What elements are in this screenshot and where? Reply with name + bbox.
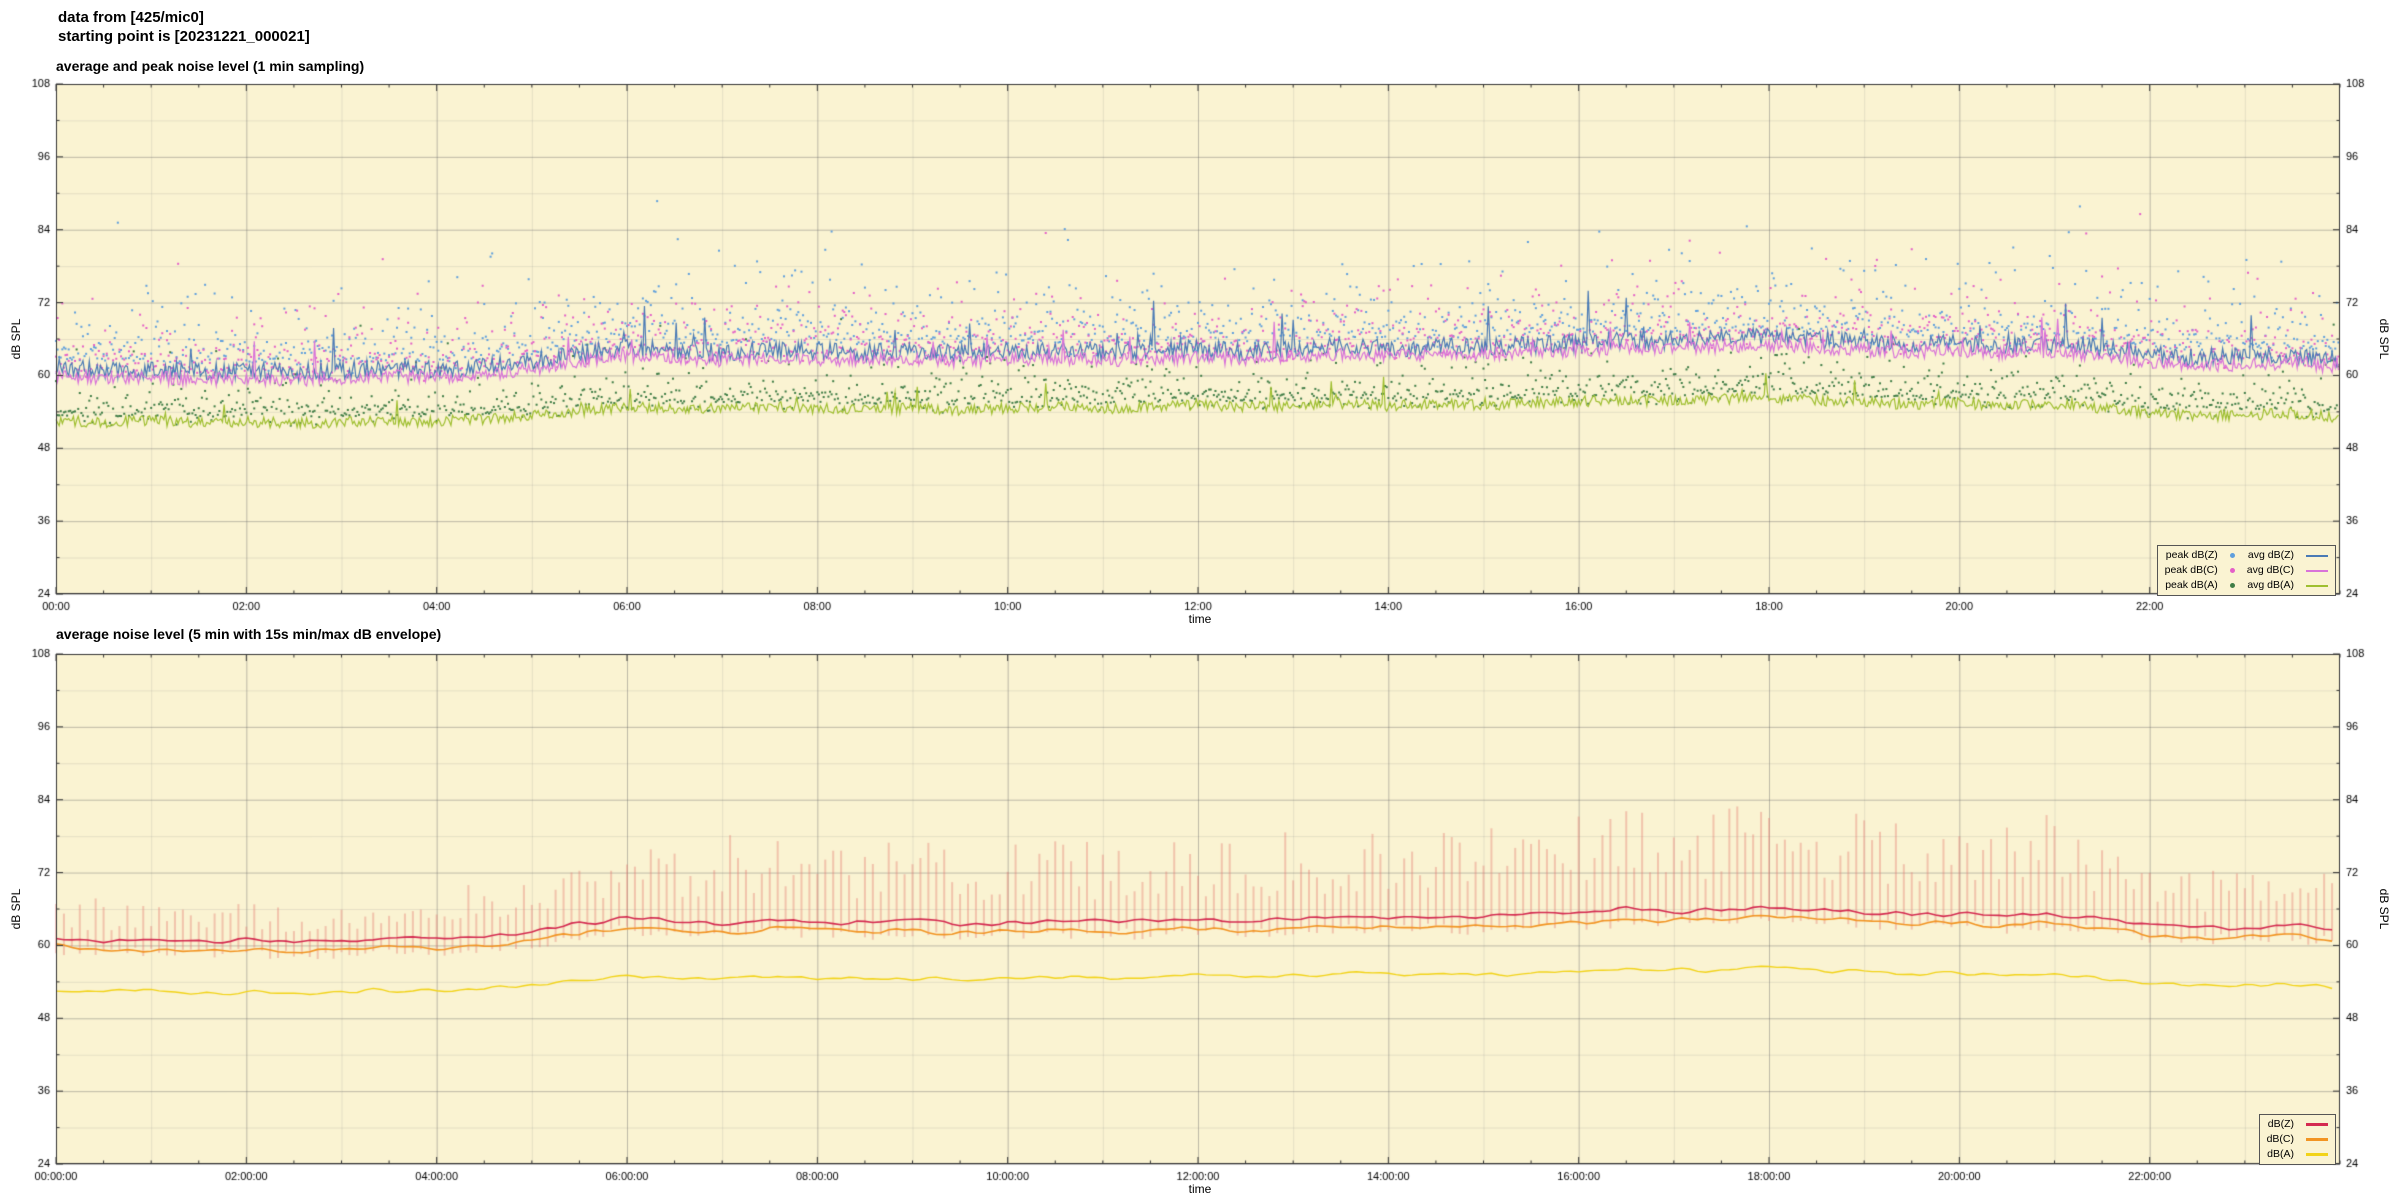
chart2-title: average noise level (5 min with 15s min/… <box>56 626 442 642</box>
legend-swatch-dot <box>2229 553 2235 558</box>
chart1-ylabel-right: dB SPL <box>2377 318 2391 360</box>
legend-label: dB(C) <box>2266 1133 2294 1145</box>
legend-swatch-dot <box>2229 583 2235 588</box>
legend-label: avg dB(Z) <box>2247 549 2294 561</box>
legend-label: avg dB(A) <box>2247 579 2294 591</box>
chart2-xlabel: time <box>1188 1182 1212 1196</box>
chart1-xlabel: time <box>1188 612 1212 626</box>
header-line1: data from [425/mic0] <box>58 9 204 26</box>
legend-swatch-line <box>2306 1153 2328 1156</box>
legend-label: peak dB(Z) <box>2165 549 2218 561</box>
legend-label: avg dB(C) <box>2246 564 2294 576</box>
legend-swatch-dot <box>2229 568 2235 573</box>
header: data from [425/mic0] starting point is [… <box>58 8 310 46</box>
legend-swatch-line <box>2306 584 2328 587</box>
chart1-legend: peak dB(Z) avg dB(Z) peak dB(C) avg dB(C) pe… <box>2156 545 2336 596</box>
chart2-plot <box>0 648 2400 1188</box>
chart1-ylabel-left: dB SPL <box>9 318 23 360</box>
legend-swatch-line <box>2306 569 2328 572</box>
legend-label: peak dB(C) <box>2164 564 2218 576</box>
header-line2: starting point is [20231221_000021] <box>58 28 310 45</box>
legend-swatch-line <box>2306 1123 2328 1126</box>
chart2-legend: dB(Z) dB(C) dB(A) <box>2258 1114 2336 1165</box>
legend-label: dB(A) <box>2267 1148 2294 1160</box>
chart1-plot <box>0 78 2400 618</box>
legend-swatch-line <box>2306 554 2328 557</box>
chart1-title: average and peak noise level (1 min samp… <box>56 58 365 74</box>
chart2-ylabel-left: dB SPL <box>9 888 23 930</box>
legend-swatch-line <box>2306 1138 2328 1141</box>
legend-label: dB(Z) <box>2267 1118 2294 1130</box>
legend-label: peak dB(A) <box>2165 579 2218 591</box>
chart2-ylabel-right: dB SPL <box>2377 888 2391 930</box>
